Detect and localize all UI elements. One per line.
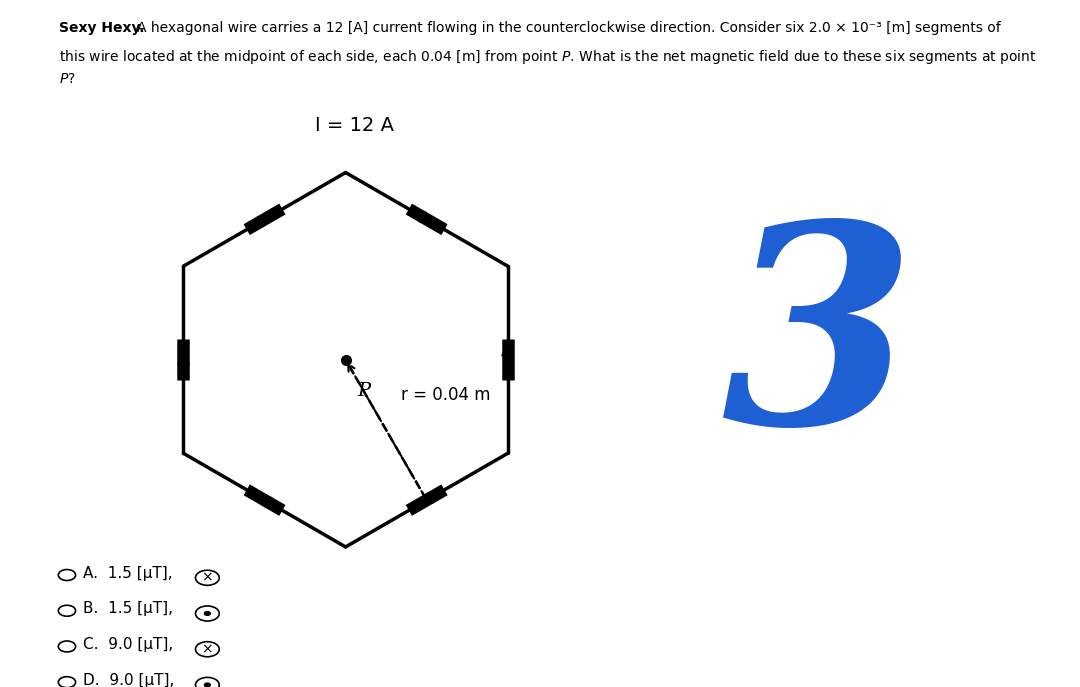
Text: D.  9.0 [μT],: D. 9.0 [μT], (83, 673, 179, 687)
Text: $P$?: $P$? (59, 72, 76, 86)
Text: ×: × (202, 642, 213, 656)
Text: A hexagonal wire carries a 12 [A] current flowing in the counterclockwise direct: A hexagonal wire carries a 12 [A] curren… (137, 21, 1001, 34)
Text: P: P (356, 382, 370, 401)
Text: r = 0.04 m: r = 0.04 m (401, 385, 490, 404)
Text: this wire located at the midpoint of each side, each 0.04 [m] from point $P$. Wh: this wire located at the midpoint of eac… (59, 48, 1037, 66)
Text: Sexy Hexy.: Sexy Hexy. (59, 21, 145, 34)
Text: A.  1.5 [μT],: A. 1.5 [μT], (83, 565, 177, 581)
Text: 3: 3 (721, 213, 915, 482)
Text: C.  9.0 [μT],: C. 9.0 [μT], (83, 637, 178, 652)
Text: B.  1.5 [μT],: B. 1.5 [μT], (83, 601, 178, 616)
Text: I = 12 A: I = 12 A (315, 116, 394, 135)
Text: ×: × (202, 571, 213, 585)
